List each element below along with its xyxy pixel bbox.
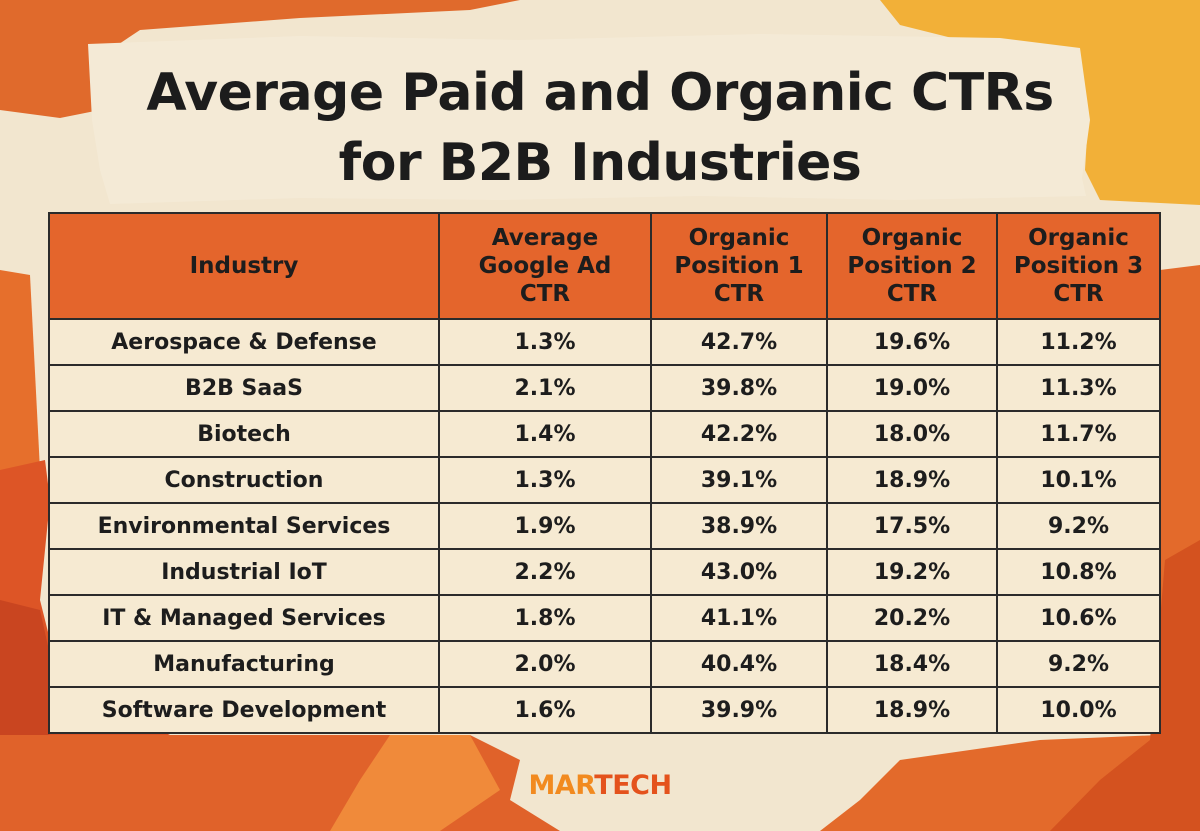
- industry-cell: Aerospace & Defense: [48, 318, 440, 366]
- industry-cell: Software Development: [48, 686, 440, 734]
- industry-cell: Industrial IoT: [48, 548, 440, 596]
- header-organic-position-2-ctr: Organic Position 2 CTR: [826, 212, 998, 320]
- table-row: Industrial IoT 2.2% 43.0% 19.2% 10.8%: [48, 548, 1161, 596]
- google-ad-ctr-cell: 1.3%: [438, 456, 652, 504]
- header-organic-position-1-ctr: Organic Position 1 CTR: [650, 212, 828, 320]
- organic-pos3-cell: 9.2%: [996, 502, 1161, 550]
- industry-cell: Biotech: [48, 410, 440, 458]
- table-row: IT & Managed Services 1.8% 41.1% 20.2% 1…: [48, 594, 1161, 642]
- organic-pos1-cell: 39.8%: [650, 364, 828, 412]
- header-industry: Industry: [48, 212, 440, 320]
- organic-pos1-cell: 40.4%: [650, 640, 828, 688]
- industry-cell: B2B SaaS: [48, 364, 440, 412]
- organic-pos2-cell: 18.4%: [826, 640, 998, 688]
- organic-pos3-cell: 10.0%: [996, 686, 1161, 734]
- table-header-row: Industry Average Google Ad CTR Organic P…: [48, 212, 1161, 320]
- header-organic-position-3-ctr: Organic Position 3 CTR: [996, 212, 1161, 320]
- organic-pos1-cell: 43.0%: [650, 548, 828, 596]
- organic-pos1-cell: 42.2%: [650, 410, 828, 458]
- google-ad-ctr-cell: 1.8%: [438, 594, 652, 642]
- industry-cell: IT & Managed Services: [48, 594, 440, 642]
- google-ad-ctr-cell: 1.9%: [438, 502, 652, 550]
- organic-pos2-cell: 19.6%: [826, 318, 998, 366]
- google-ad-ctr-cell: 1.6%: [438, 686, 652, 734]
- title-line-1: Average Paid and Organic CTRs: [146, 63, 1054, 123]
- industry-cell: Construction: [48, 456, 440, 504]
- organic-pos3-cell: 11.7%: [996, 410, 1161, 458]
- logo-part-mar: MAR: [528, 770, 595, 801]
- organic-pos2-cell: 17.5%: [826, 502, 998, 550]
- organic-pos1-cell: 38.9%: [650, 502, 828, 550]
- table-row: Software Development 1.6% 39.9% 18.9% 10…: [48, 686, 1161, 734]
- table-row: Manufacturing 2.0% 40.4% 18.4% 9.2%: [48, 640, 1161, 688]
- organic-pos1-cell: 39.9%: [650, 686, 828, 734]
- organic-pos3-cell: 11.3%: [996, 364, 1161, 412]
- organic-pos2-cell: 19.2%: [826, 548, 998, 596]
- martech-logo: MARTECH: [0, 770, 1200, 801]
- google-ad-ctr-cell: 1.4%: [438, 410, 652, 458]
- organic-pos1-cell: 41.1%: [650, 594, 828, 642]
- organic-pos2-cell: 18.0%: [826, 410, 998, 458]
- industry-cell: Environmental Services: [48, 502, 440, 550]
- google-ad-ctr-cell: 2.0%: [438, 640, 652, 688]
- organic-pos3-cell: 10.8%: [996, 548, 1161, 596]
- page-title: Average Paid and Organic CTRs for B2B In…: [0, 58, 1200, 198]
- table-row: Aerospace & Defense 1.3% 42.7% 19.6% 11.…: [48, 318, 1161, 366]
- organic-pos3-cell: 10.1%: [996, 456, 1161, 504]
- table-row: B2B SaaS 2.1% 39.8% 19.0% 11.3%: [48, 364, 1161, 412]
- ctr-table: Industry Average Google Ad CTR Organic P…: [48, 212, 1161, 734]
- title-line-2: for B2B Industries: [338, 133, 862, 193]
- organic-pos3-cell: 11.2%: [996, 318, 1161, 366]
- google-ad-ctr-cell: 2.2%: [438, 548, 652, 596]
- organic-pos2-cell: 20.2%: [826, 594, 998, 642]
- logo-part-tech: TECH: [594, 770, 672, 801]
- organic-pos2-cell: 18.9%: [826, 456, 998, 504]
- organic-pos3-cell: 10.6%: [996, 594, 1161, 642]
- google-ad-ctr-cell: 1.3%: [438, 318, 652, 366]
- table-row: Environmental Services 1.9% 38.9% 17.5% …: [48, 502, 1161, 550]
- table-row: Biotech 1.4% 42.2% 18.0% 11.7%: [48, 410, 1161, 458]
- organic-pos1-cell: 42.7%: [650, 318, 828, 366]
- header-google-ad-ctr: Average Google Ad CTR: [438, 212, 652, 320]
- google-ad-ctr-cell: 2.1%: [438, 364, 652, 412]
- table-row: Construction 1.3% 39.1% 18.9% 10.1%: [48, 456, 1161, 504]
- organic-pos1-cell: 39.1%: [650, 456, 828, 504]
- industry-cell: Manufacturing: [48, 640, 440, 688]
- organic-pos2-cell: 18.9%: [826, 686, 998, 734]
- organic-pos2-cell: 19.0%: [826, 364, 998, 412]
- organic-pos3-cell: 9.2%: [996, 640, 1161, 688]
